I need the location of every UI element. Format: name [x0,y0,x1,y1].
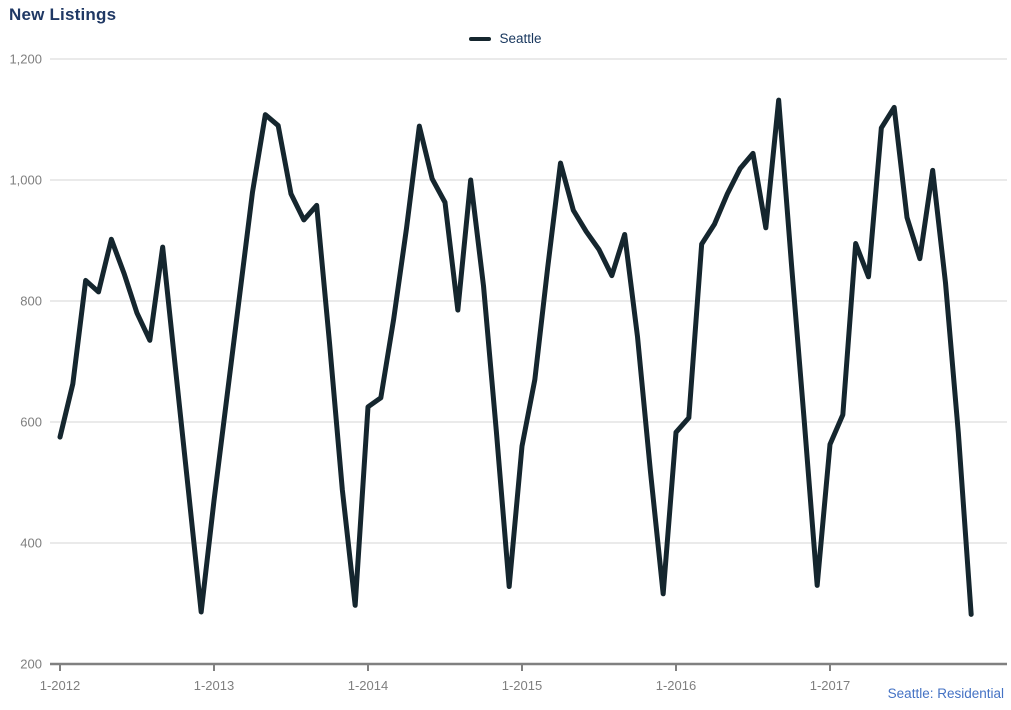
x-tick-label-1-2012: 1-2012 [40,678,80,693]
x-tick-label-1-2016: 1-2016 [656,678,696,693]
y-tick-label-600: 600 [20,415,42,430]
x-tick-label-1-2015: 1-2015 [502,678,542,693]
x-tick-label-1-2014: 1-2014 [348,678,388,693]
legend-line-swatch [469,36,492,41]
x-tick-label-1-2013: 1-2013 [194,678,234,693]
y-tick-label-800: 800 [20,294,42,309]
y-tick-label-400: 400 [20,536,42,551]
y-tick-label-1200: 1,200 [9,52,42,67]
y-tick-label-200: 200 [20,657,42,672]
y-tick-label-1000: 1,000 [9,173,42,188]
chart-footnote: Seattle: Residential [887,686,1004,701]
chart-title: New Listings [9,5,117,24]
x-tick-label-1-2017: 1-2017 [810,678,850,693]
series-line-seattle [57,97,974,617]
legend-label: Seattle [499,31,542,46]
legend-item-seattle[interactable]: Seattle [469,31,542,46]
legend: Seattle [0,31,1011,46]
